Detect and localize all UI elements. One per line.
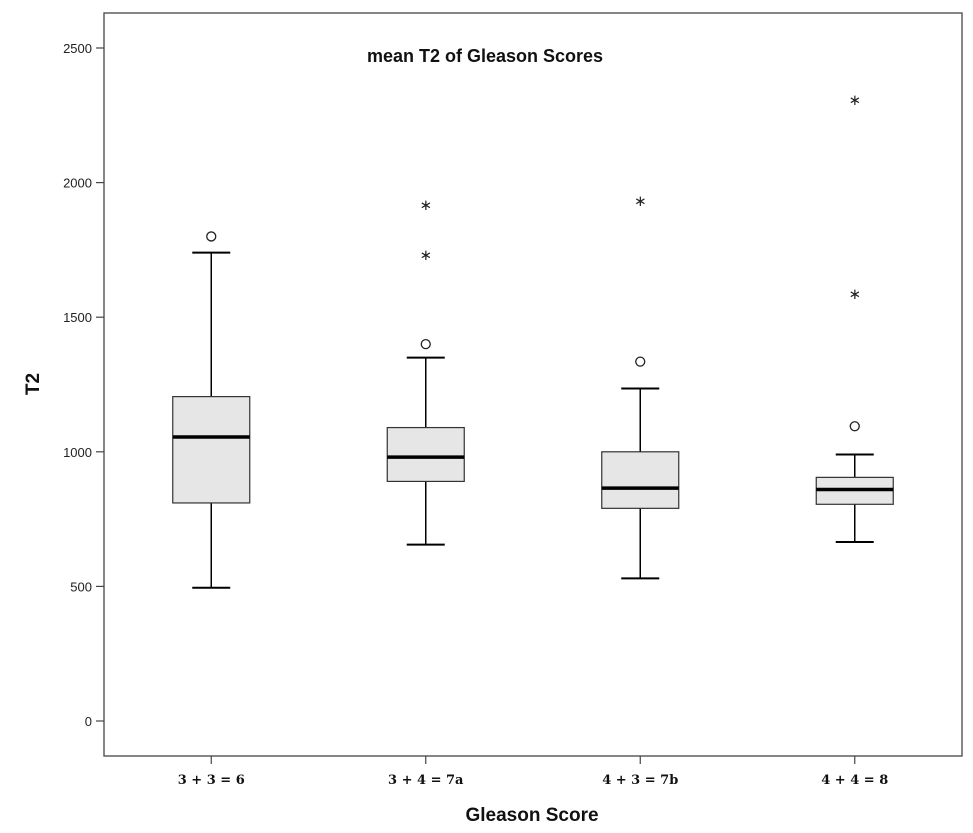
y-axis-title: T2 [23, 373, 44, 395]
outlier-point [849, 421, 860, 432]
extreme-point: ∗ [634, 192, 647, 210]
y-tick-label: 500 [70, 579, 92, 594]
x-tick-label: 3 + 4 = 7a [388, 773, 464, 788]
y-tick-label: 1500 [63, 310, 92, 325]
extreme-point: ∗ [848, 285, 861, 303]
x-axis: 3 + 3 = 6 3 + 4 = 7a 4 + 3 = 7b 4 + 4 = 8 [178, 756, 888, 788]
y-tick-label: 0 [85, 714, 92, 729]
boxes: ∗∗ ∗∗∗ [172, 91, 894, 589]
outlier-point [206, 231, 217, 242]
box-iqr [172, 396, 251, 504]
y-tick-label: 1000 [63, 445, 92, 460]
box-group: ∗∗ [815, 91, 894, 543]
box-group: ∗∗ [386, 196, 465, 546]
extreme-point: ∗ [848, 91, 861, 109]
y-axis: 0 500 1000 1500 2000 2500 [63, 41, 104, 729]
x-tick-label: 4 + 4 = 8 [821, 773, 888, 788]
box-group: ∗ [601, 192, 680, 580]
extreme-point: ∗ [419, 246, 432, 264]
outlier-point [420, 338, 431, 350]
x-axis-title: Gleason Score [465, 805, 598, 826]
box-iqr [386, 426, 465, 483]
y-tick-label: 2000 [63, 176, 92, 191]
outlier-point [635, 356, 646, 367]
extreme-point: ∗ [419, 196, 432, 214]
box-group [172, 231, 251, 589]
plot-frame [103, 12, 963, 757]
chart-title: mean T2 of Gleason Scores [367, 46, 603, 66]
box-iqr [601, 451, 680, 509]
x-tick-label: 3 + 3 = 6 [178, 773, 245, 788]
y-tick-label: 2500 [63, 41, 92, 56]
x-tick-label: 4 + 3 = 7b [602, 773, 678, 788]
